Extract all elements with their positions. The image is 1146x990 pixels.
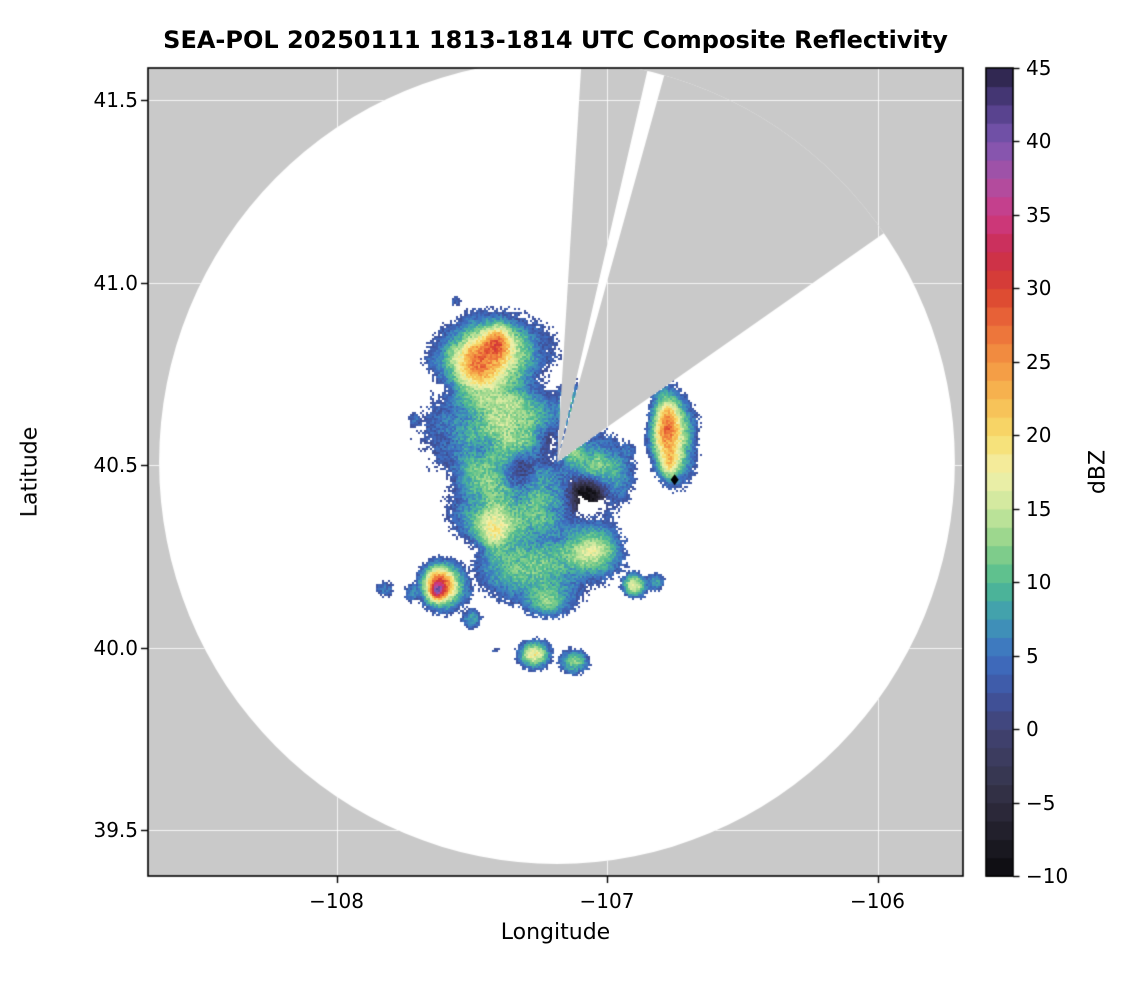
colorbar-tick-label: 15	[1026, 496, 1052, 521]
colorbar-tick-label: 25	[1026, 349, 1052, 374]
colorbar-tick-label: −10	[1026, 864, 1069, 888]
y-tick-label: 39.5	[93, 818, 138, 843]
colorbar-tick-label: 10	[1026, 570, 1052, 595]
x-tick-label: −108	[309, 889, 364, 913]
x-tick-label: −107	[579, 889, 635, 913]
y-tick-label: 40.5	[93, 453, 138, 478]
y-tick-label: 40.0	[93, 635, 138, 660]
colorbar-label: dBZ	[1085, 449, 1111, 495]
colorbar-tick-label: 30	[1026, 276, 1052, 301]
colorbar-tick-label: 35	[1026, 202, 1052, 227]
y-tick-label: 41.0	[93, 270, 138, 295]
figure-title: SEA-POL 20250111 1813-1814 UTC Composite…	[163, 26, 948, 54]
colorbar-tick-label: 0	[1026, 717, 1039, 742]
x-axis-label: Longitude	[500, 920, 611, 945]
colorbar-tick-label: 45	[1026, 56, 1052, 80]
colorbar-tick-label: 40	[1026, 129, 1052, 154]
y-tick-label: 41.5	[93, 88, 138, 113]
colorbar-tick-label: −5	[1026, 790, 1056, 815]
colorbar-tick-label: 20	[1026, 423, 1052, 448]
x-tick-label: −106	[850, 889, 905, 913]
colorbar-tick-label: 5	[1026, 643, 1039, 668]
